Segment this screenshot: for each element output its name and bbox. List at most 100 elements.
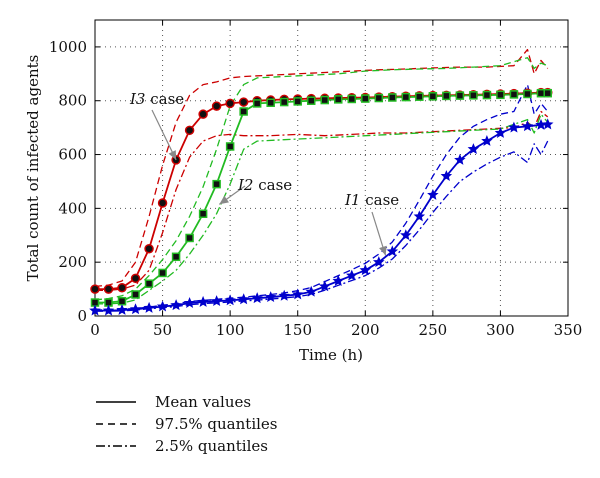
annotation-label: I1 case	[344, 191, 399, 209]
i2-case-marker	[144, 279, 154, 288]
i1-case-marker	[494, 126, 507, 138]
i2-case-marker	[428, 92, 438, 101]
i1-case-marker	[332, 274, 344, 286]
i1-case-marker	[183, 297, 196, 308]
annotation-arrowhead	[379, 245, 387, 256]
i1-case-marker	[319, 280, 331, 292]
x-tick-label: 300	[486, 321, 515, 339]
i2-case-marker	[347, 94, 357, 104]
x-tick-label: 350	[554, 321, 583, 339]
i2-case-marker	[496, 90, 505, 100]
i1-case-marker	[102, 304, 115, 316]
x-tick-label: 0	[90, 321, 100, 339]
i3-case-marker	[157, 198, 168, 208]
i2-case-marker	[482, 90, 492, 100]
i1-case-marker	[440, 170, 453, 181]
i1-case-marker	[210, 295, 223, 307]
i1-case-marker	[170, 299, 182, 311]
i2-case-marker	[252, 99, 262, 108]
i2-case-marker	[509, 90, 519, 99]
annotation-label: I2 case	[237, 176, 292, 194]
i2-case-marker	[171, 252, 181, 262]
i3-case-marker	[117, 282, 127, 293]
i2-case-marker	[239, 107, 248, 116]
i1-case-marker	[508, 121, 520, 133]
i2-case-marker	[415, 92, 424, 101]
marker-layer	[89, 87, 554, 316]
i2-case-marker	[361, 94, 370, 103]
legend: Mean values 97.5% quantiles 2.5% quantil…	[96, 393, 277, 455]
i1-case-marker	[224, 294, 236, 306]
i1-case-marker	[372, 256, 385, 268]
i1-case-q025-line	[95, 140, 549, 312]
i1-case-marker	[143, 301, 155, 313]
i3-case-marker	[238, 97, 249, 107]
i3-case-q975-line	[94, 48, 549, 288]
i2-case-marker	[212, 179, 221, 189]
x-tick-label: 200	[351, 321, 380, 339]
i2-case-q025-line	[95, 113, 549, 305]
i1-case-marker	[292, 288, 304, 300]
legend-q975-label: 97.5% quantiles	[155, 415, 277, 433]
i2-case-marker	[388, 93, 397, 102]
i1-case-marker	[400, 229, 412, 241]
i3-case-marker	[198, 109, 208, 119]
annotation-label: I3 case	[129, 90, 184, 108]
i3-case-marker	[130, 273, 141, 284]
y-axis-label: Total count of infected agents	[24, 55, 42, 282]
i1-case-marker	[521, 120, 534, 132]
axis-ticks: 0 50 100 150 200 250 300 350 0 200 400 600 800 1000	[49, 20, 583, 339]
y-tick-label: 1000	[49, 38, 87, 56]
y-tick-label: 400	[58, 199, 87, 217]
i2-case-marker	[131, 290, 140, 299]
i2-case-marker	[536, 88, 546, 98]
i3-case-marker	[211, 101, 222, 111]
i1-case-marker	[413, 210, 426, 222]
x-tick-label: 150	[283, 321, 312, 339]
i3-case-q025-line	[95, 110, 549, 292]
i3-case-marker	[225, 98, 235, 109]
i1-case-marker	[264, 291, 277, 303]
annotation-arrow	[151, 109, 177, 161]
i2-case-marker	[266, 98, 275, 107]
y-tick-label: 0	[77, 307, 87, 325]
i2-case-marker	[117, 296, 127, 306]
i2-case-marker	[293, 97, 302, 106]
y-tick-label: 800	[58, 92, 87, 110]
i2-case-marker	[185, 233, 194, 243]
i1-case-marker	[542, 118, 554, 130]
x-tick-label: 250	[419, 321, 448, 339]
i1-case-marker	[359, 264, 371, 276]
i2-case-marker	[279, 97, 289, 107]
i1-case-marker	[481, 135, 493, 146]
i2-case-marker	[543, 88, 552, 98]
i2-case-marker	[401, 92, 411, 102]
i1-case-marker	[251, 292, 263, 304]
i2-case-marker	[455, 91, 465, 100]
annotation-layer: I3 case I2 case I1 case	[129, 90, 399, 256]
i2-case-marker	[523, 89, 532, 99]
i1-case-marker	[116, 304, 128, 315]
i1-case-marker	[386, 245, 399, 257]
i2-case-marker	[158, 268, 167, 278]
i1-case-marker	[427, 188, 439, 200]
i3-case-marker	[184, 125, 195, 136]
i1-case-marker	[156, 300, 169, 312]
i2-case-marker	[320, 95, 329, 105]
x-tick-label: 50	[153, 321, 172, 339]
i1-case-marker	[129, 303, 142, 315]
i2-case-marker	[306, 96, 316, 105]
x-axis-label: Time (h)	[299, 346, 363, 364]
annotation-arrowhead	[168, 150, 177, 160]
i1-case-marker	[346, 269, 358, 281]
i2-case-marker	[469, 91, 478, 100]
i1-case-marker	[278, 289, 291, 301]
i1-case-marker	[237, 293, 250, 305]
annotation-arrowhead	[219, 195, 229, 205]
i2-case-marker	[225, 142, 235, 151]
i2-case-marker	[334, 95, 343, 104]
y-tick-label: 200	[58, 253, 87, 271]
legend-q025-label: 2.5% quantiles	[155, 437, 268, 455]
i1-case-marker	[454, 153, 466, 165]
